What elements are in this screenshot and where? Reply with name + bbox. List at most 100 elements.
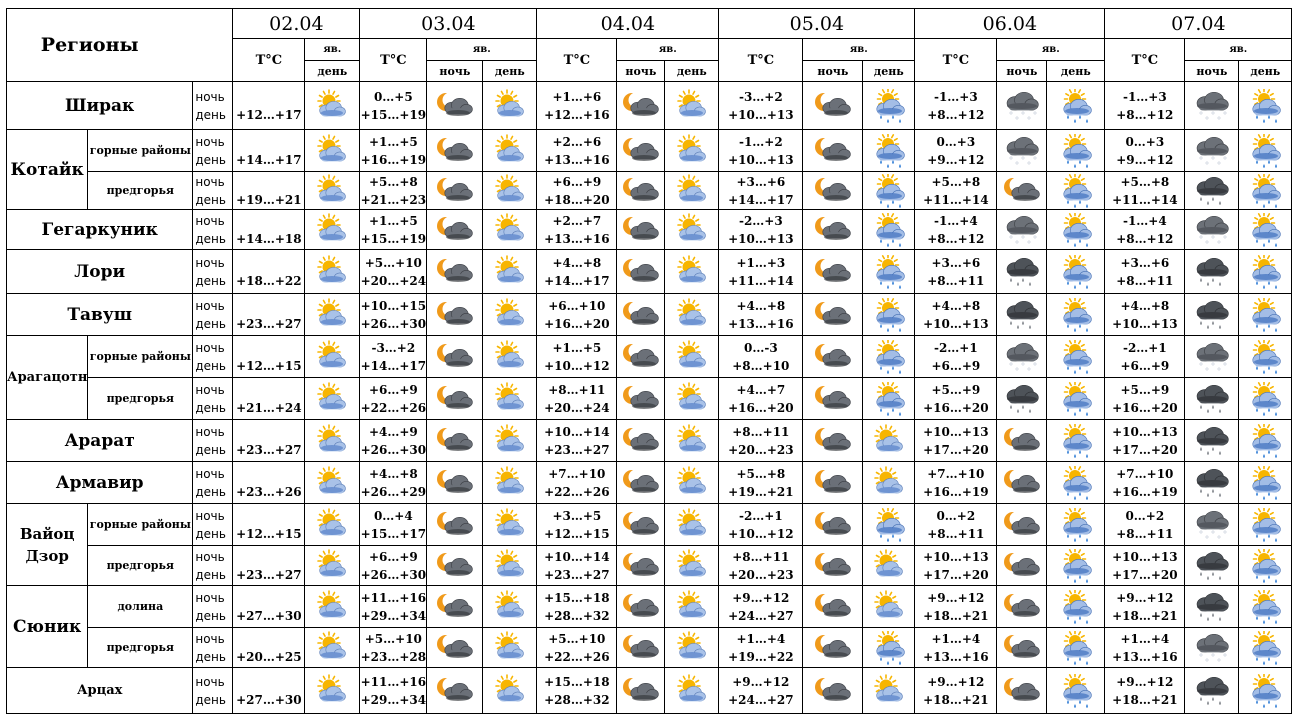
night-subheader: ночь [996,60,1048,82]
night-temperature: +4…+9 [368,424,418,439]
moon-cloud-icon [426,293,484,336]
day-temperature: +8…+11 [927,526,985,541]
sun-rain-icon [1238,293,1293,336]
sun-rain-icon [1046,209,1106,250]
night-temperature: -3…+2 [738,89,783,104]
day-label: день [195,273,226,288]
night-temperature: -2…+1 [1122,340,1167,355]
day-temperature: +23…+27 [544,567,610,582]
partly-cloudy-sun-icon [664,503,720,546]
sun-rain-icon [1046,249,1106,294]
night-temperature [234,423,304,441]
sun-rain-icon [1238,585,1293,628]
day-temperature: +8…+12 [927,107,985,122]
temperature-cell: +5…+10 +20…+24 [359,249,428,294]
day-temperature: +12…+15 [236,526,302,541]
moon-cloud-icon [616,627,666,668]
sun-rain-icon [1046,171,1106,210]
temperature-cell: +7…+10 +22…+26 [536,461,618,504]
night-temperature: +10…+13 [1112,549,1178,564]
rain-cloud-icon [1184,293,1240,336]
day-temperature: +19…+21 [236,192,302,207]
day-temperature: +8…+12 [1116,107,1174,122]
moon-cloud-icon [426,249,484,294]
night-temperature: +10…+15 [360,298,427,313]
night-temperature: 0…+2 [936,508,976,523]
day-label: день [195,526,226,541]
sun-rain-icon [862,627,916,668]
temperature-cell: +1…+5 +10…+12 [536,335,618,378]
snow-cloud-icon [1184,81,1240,130]
day-label: день [195,400,226,415]
night-temperature [234,173,304,191]
partly-cloudy-sun-icon [664,667,720,714]
region-name: Арарат [5,419,194,462]
day-temperature: +12…+15 [236,358,302,373]
sun-rain-icon [1238,503,1293,546]
date-header: 04.04 [536,8,720,39]
forecast-row: Котайк горные районы ночь день +14…+17 +1…+… [5,129,1293,210]
day-temperature: +10…+12 [544,358,610,373]
day-temperature: +29…+34 [360,692,427,707]
temperature-cell: +18…+22 [232,249,306,294]
yav-header: яв. [1184,38,1293,61]
temperature-cell: +9…+12 +24…+27 [718,667,804,714]
sun-rain-icon [1046,81,1106,130]
day-label: день [195,231,226,246]
rain-cloud-icon [1184,377,1240,420]
time-of-day-labels: ночь день [192,503,234,546]
temperature-cell: 0…+2 +8…+11 [1104,503,1186,546]
day-label: день [195,316,226,331]
partly-cloudy-sun-icon [664,335,720,378]
temperature-cell: +9…+12 +24…+27 [718,585,804,628]
day-temperature: +21…+24 [236,400,302,415]
day-label: день [195,192,226,207]
night-temperature: +1…+3 [736,255,786,270]
yav-header: яв. [304,38,361,61]
subregion-name: горные районы [87,129,194,172]
night-temperature: -1…+2 [738,134,783,149]
subregion-name: предгорья [87,545,194,586]
day-label: день [195,649,226,664]
temperature-cell: +5…+8 +21…+23 [359,171,428,210]
date-header: 02.04 [232,8,361,39]
day-temperature: +14…+17 [728,192,794,207]
night-subheader: ночь [426,60,484,82]
night-temperature: +9…+12 [927,590,985,605]
day-temperature: +17…+20 [1112,567,1178,582]
rain-cloud-icon [1184,461,1240,504]
night-temperature: 0…-3 [744,340,778,355]
temperature-cell: -2…+1 +6…+9 [1104,335,1186,378]
sun-rain-icon [1046,293,1106,336]
day-temperature: +22…+26 [544,484,610,499]
sun-rain-icon [862,81,916,130]
forecast-row: Сюник долина ночь день +27…+30 +11…+16 +29…+… [5,585,1293,668]
day-temperature: +26…+30 [360,442,427,457]
temperature-cell: +10…+13 +17…+20 [914,419,998,462]
night-temperature: -2…+3 [738,213,783,228]
day-temperature: +10…+13 [728,231,794,246]
forecast-row: Арцах ночь день +27…+30 +11…+16 +29…+34 +15… [5,667,1293,714]
forecast-row: Арагацотн горные районы ночь день +12…+15 -… [5,335,1293,420]
moon-cloud-icon [616,377,666,420]
day-temperature: +13…+16 [1112,649,1178,664]
temperature-cell: +23…+26 [232,461,306,504]
night-label: ночь [195,631,225,646]
day-temperature: +28…+32 [544,692,610,707]
day-temperature: +20…+24 [544,400,610,415]
sun-rain-icon [1238,209,1293,250]
forecast-table-wrapper: Регионы 02.04 03.04 04.04 05.04 06.04 07.04 T°C… [5,8,1293,714]
day-temperature: +16…+20 [544,316,610,331]
time-of-day-labels: ночь день [192,419,234,462]
forecast-row: предгорья ночь день +19…+21 +5…+8 +21…+23 +… [7,171,1293,210]
night-temperature: +7…+10 [927,466,985,481]
moon-cloud-icon [616,293,666,336]
moon-cloud-icon [616,171,666,210]
day-label: день [195,442,226,457]
day-temperature: +14…+17 [360,358,427,373]
day-temperature: +20…+23 [728,442,794,457]
time-of-day-labels: ночь день [192,627,234,668]
time-of-day-labels: ночь день [192,81,234,130]
sun-rain-icon [1238,667,1293,714]
day-temperature: +19…+21 [728,484,794,499]
